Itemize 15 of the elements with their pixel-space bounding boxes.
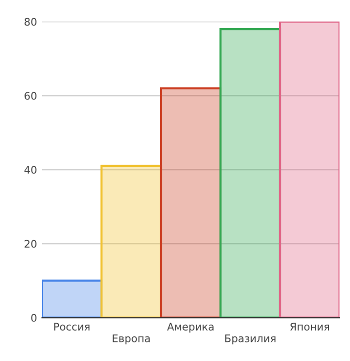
bar [42, 280, 103, 318]
y-tick-label: 20 [24, 240, 36, 248]
x-tick-label: Япония [290, 322, 329, 331]
x-tick-label: Россия [54, 322, 90, 331]
bar [100, 164, 162, 318]
x-tick-label: Европа [112, 334, 150, 344]
x-tick-label: Бразилия [225, 334, 276, 344]
y-tick-label: 60 [24, 92, 36, 100]
y-tick-label: 0 [31, 314, 36, 322]
bar [278, 22, 340, 318]
bar [160, 87, 222, 318]
y-tick-label: 40 [24, 166, 36, 174]
bar [219, 28, 282, 318]
y-tick-label: 80 [24, 18, 36, 26]
x-tick-label: Америка [167, 322, 214, 333]
